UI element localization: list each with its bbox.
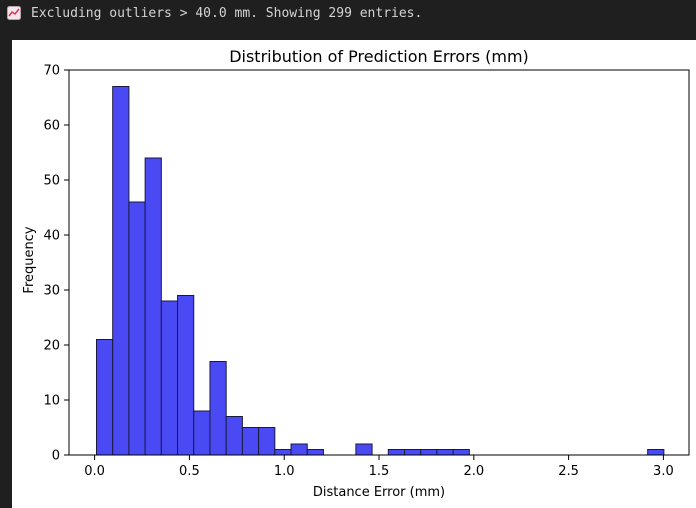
histogram-bar [306,449,324,456]
x-tick-label: 1.0 [274,464,295,479]
histogram-bar [144,157,162,456]
x-tick-label: 2.0 [463,464,484,479]
y-tick-label: 0 [52,449,60,464]
plot-output-panel: Distribution of Prediction Errors (mm) 0… [12,40,696,508]
y-tick-label: 60 [43,119,60,134]
y-tick-label: 50 [43,174,60,189]
histogram-bar [241,427,260,456]
histogram-bar [209,361,227,456]
histogram-bar [290,443,308,456]
console-message: Excluding outliers > 40.0 mm. Showing 29… [31,5,423,21]
x-tick-label: 0.5 [179,464,200,479]
plot-frame [68,69,690,456]
histogram-bar [647,449,665,456]
histogram-bar [355,443,373,456]
x-tick-label: 0.0 [84,464,105,479]
x-tick-label: 3.0 [653,464,674,479]
y-tick-label: 40 [43,229,60,244]
x-axis-label: Distance Error (mm) [313,485,445,500]
histogram-bar [452,449,470,456]
chart-title: Distribution of Prediction Errors (mm) [229,47,529,66]
histogram-bar [225,416,243,456]
x-axis-ticks: 0.0 0.5 1.0 1.5 2.0 2.5 3.0 [84,455,674,479]
console-output-line: Excluding outliers > 40.0 mm. Showing 29… [0,0,696,26]
histogram-bar [274,449,292,456]
y-tick-label: 30 [43,284,60,299]
histogram-bar [177,295,195,456]
y-tick-label: 20 [43,339,60,354]
x-tick-label: 1.5 [369,464,390,479]
y-tick-label: 10 [43,394,60,409]
histogram-bar [387,449,406,456]
x-tick-label: 2.5 [558,464,579,479]
histogram-bar [436,449,454,456]
y-axis-ticks: 0 10 20 30 40 50 60 70 [43,64,69,464]
histogram-bar [404,449,422,456]
histogram-bar [193,410,211,456]
histogram-bars [95,86,665,456]
y-axis-label: Frequency [22,226,37,293]
histogram-bar [112,86,130,456]
histogram-chart: Distribution of Prediction Errors (mm) 0… [22,47,690,500]
histogram-bar [258,427,276,456]
histogram-bar [95,339,114,456]
histogram-bar [128,201,146,456]
chart-emoji-icon [7,6,21,20]
histogram-bar [160,300,179,456]
histogram-bar [420,449,438,456]
y-tick-label: 70 [43,64,60,79]
